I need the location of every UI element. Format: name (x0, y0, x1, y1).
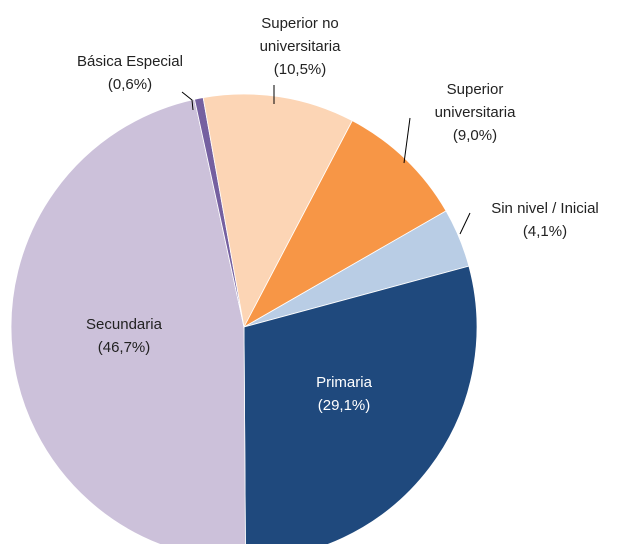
pie-slice (243, 265, 478, 544)
value-label: (46,7%) (97, 339, 151, 356)
category-label: Primaria (316, 374, 372, 391)
slice-label: Primaria (29,1%) (284, 371, 404, 417)
value-label: (0,6%) (107, 76, 153, 93)
value-label: (9,0%) (452, 127, 498, 144)
category-label: Básica Especial (77, 53, 183, 70)
category-label: Secundaria (86, 316, 162, 333)
value-label: (29,1%) (317, 397, 371, 414)
pie-slice (10, 98, 246, 544)
value-label: (10,5%) (273, 61, 327, 78)
pie-slice (202, 93, 353, 329)
pie-slice (243, 120, 447, 329)
category-label: Superior universitaria (434, 81, 516, 121)
leader-line (403, 117, 411, 164)
leader-line (459, 212, 471, 235)
category-label: Sin nivel / Inicial (491, 200, 599, 217)
slice-label: Sin nivel / Inicial (4,1%) (460, 197, 622, 243)
slice-label: Superior no universitaria (10,5%) (235, 12, 365, 81)
value-label: (4,1%) (522, 223, 568, 240)
category-label: Superior no universitaria (259, 15, 341, 55)
slice-label: Superior universitaria (9,0%) (420, 78, 530, 147)
leader-line (181, 91, 194, 111)
slice-label: Básica Especial (0,6%) (65, 50, 195, 96)
slice-label: Secundaria (46,7%) (64, 313, 184, 359)
